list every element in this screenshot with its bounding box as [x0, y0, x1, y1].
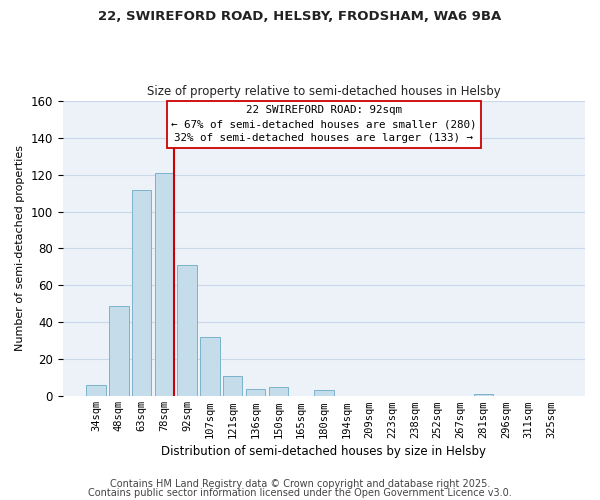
X-axis label: Distribution of semi-detached houses by size in Helsby: Distribution of semi-detached houses by … [161, 444, 487, 458]
Bar [223, 376, 242, 396]
Bar [86, 385, 106, 396]
Bar [269, 386, 288, 396]
Bar [109, 306, 128, 396]
Bar [155, 173, 174, 396]
Text: 22 SWIREFORD ROAD: 92sqm
← 67% of semi-detached houses are smaller (280)
32% of : 22 SWIREFORD ROAD: 92sqm ← 67% of semi-d… [171, 106, 476, 144]
Title: Size of property relative to semi-detached houses in Helsby: Size of property relative to semi-detach… [147, 86, 501, 98]
Text: Contains HM Land Registry data © Crown copyright and database right 2025.: Contains HM Land Registry data © Crown c… [110, 479, 490, 489]
Text: Contains public sector information licensed under the Open Government Licence v3: Contains public sector information licen… [88, 488, 512, 498]
Bar [314, 390, 334, 396]
Bar [473, 394, 493, 396]
Bar [200, 337, 220, 396]
Text: 22, SWIREFORD ROAD, HELSBY, FRODSHAM, WA6 9BA: 22, SWIREFORD ROAD, HELSBY, FRODSHAM, WA… [98, 10, 502, 23]
Bar [246, 388, 265, 396]
Y-axis label: Number of semi-detached properties: Number of semi-detached properties [15, 146, 25, 352]
Bar [178, 265, 197, 396]
Bar [132, 190, 151, 396]
